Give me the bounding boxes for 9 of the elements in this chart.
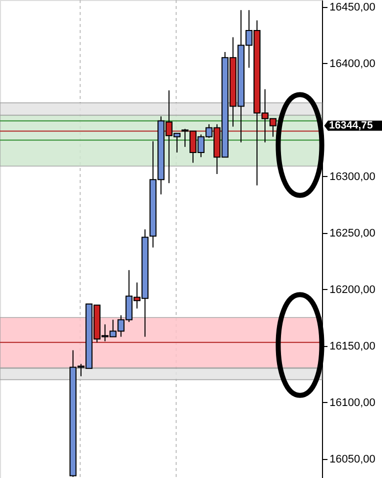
y-tick-label: 16400,00: [330, 58, 376, 70]
y-tick-label: 16200,00: [330, 284, 376, 296]
y-tick-label: 16050,00: [330, 453, 376, 466]
y-tick-label: 16450,00: [330, 1, 376, 14]
y-tick-label: 16250,00: [330, 227, 376, 240]
text: 16344,75: [329, 120, 373, 132]
y-tick-label: 16150,00: [330, 340, 376, 352]
y-tick-label: 16100,00: [330, 396, 376, 409]
y-tick-label: 16300,00: [330, 170, 376, 183]
